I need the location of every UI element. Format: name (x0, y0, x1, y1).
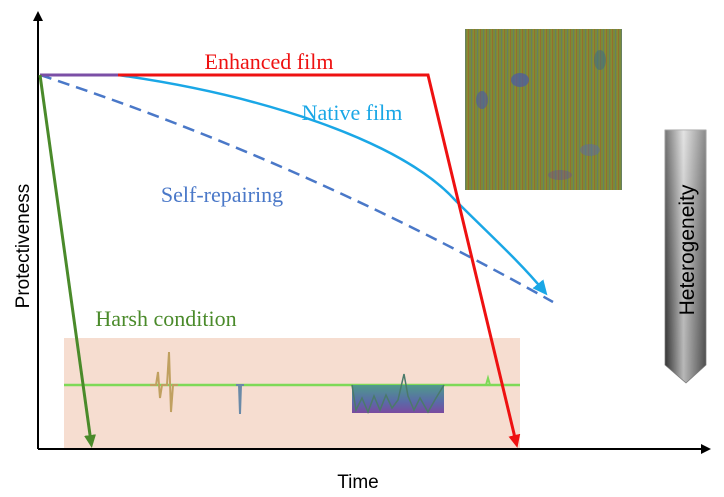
signal-spike-1 (150, 351, 178, 413)
x-axis-label: Time (337, 472, 379, 493)
y-axis-label: Protectiveness (13, 184, 34, 309)
signal-spike-3 (485, 374, 491, 386)
enhanced-film-curve (40, 73, 521, 448)
self-repairing-label: Self-repairing (161, 182, 283, 207)
heterogeneity-label: Heterogeneity (676, 184, 699, 315)
curves (38, 73, 554, 448)
axes (33, 11, 711, 454)
microstructure-image (465, 29, 622, 190)
signal-spike-2 (236, 384, 244, 415)
native-film-label: Native film (302, 100, 403, 125)
signal-panel-background (64, 338, 520, 448)
harsh-condition-label: Harsh condition (95, 306, 236, 331)
native-film-curve (117, 73, 548, 296)
self-repairing-curve (39, 73, 554, 304)
heterogeneity-arrow: Heterogeneity (664, 129, 707, 384)
harsh-condition-curve (38, 74, 96, 448)
signal-panel (64, 338, 520, 448)
enhanced-film-label: Enhanced film (205, 49, 334, 74)
signal-noise-trace (351, 373, 445, 415)
